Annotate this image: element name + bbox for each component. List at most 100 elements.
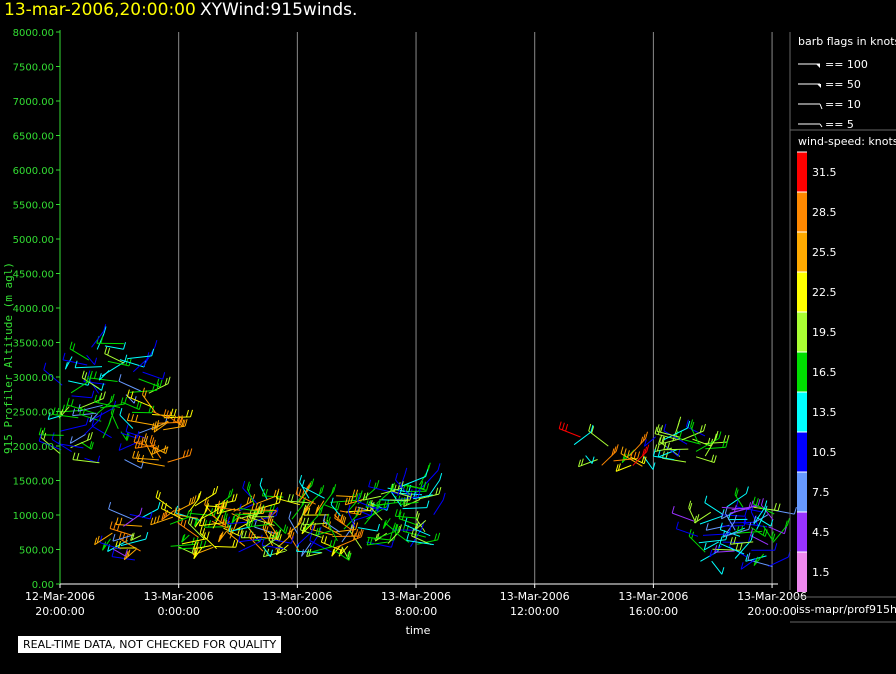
y-tick-label: 7000.00 bbox=[13, 97, 54, 108]
barb-flag bbox=[246, 518, 250, 526]
barb-flag bbox=[620, 446, 624, 454]
barb-flag bbox=[657, 437, 661, 445]
barb-shaft bbox=[79, 413, 102, 422]
barb-shaft bbox=[753, 507, 766, 525]
wind-barb bbox=[228, 524, 251, 532]
wind-barb bbox=[246, 481, 256, 506]
wind-barb bbox=[132, 450, 159, 461]
barb-flag bbox=[351, 493, 355, 501]
barb-shaft bbox=[768, 526, 785, 535]
barb-flag bbox=[64, 362, 68, 370]
barb-flag bbox=[52, 407, 56, 415]
barb-shaft bbox=[161, 508, 184, 520]
wind-barb bbox=[756, 517, 774, 527]
barb-flag bbox=[750, 533, 754, 541]
barb-shaft bbox=[72, 412, 97, 417]
barb-flag bbox=[409, 493, 413, 501]
barb-flag bbox=[173, 415, 177, 423]
barb-flag bbox=[435, 487, 439, 495]
barb-flag bbox=[170, 408, 174, 416]
barb-flag bbox=[355, 489, 359, 497]
barb-flag bbox=[103, 326, 107, 334]
wind-barb bbox=[142, 371, 166, 380]
barb-flag bbox=[114, 540, 118, 549]
barb-flag bbox=[220, 531, 224, 539]
barb-shaft bbox=[177, 522, 199, 538]
barb-flag bbox=[322, 513, 326, 522]
barb-flag bbox=[195, 541, 199, 549]
wind-barb bbox=[588, 423, 609, 447]
wind-barb bbox=[259, 477, 268, 501]
barb-flag bbox=[137, 440, 141, 448]
barb-flag bbox=[156, 378, 160, 386]
wind-barb bbox=[402, 500, 430, 510]
y-tick-label: 5500.00 bbox=[13, 201, 54, 212]
wind-barb bbox=[137, 454, 165, 467]
barb-flag bbox=[231, 494, 235, 502]
wind-barb bbox=[118, 531, 141, 552]
x-tick-date: 13-Mar-2006 bbox=[618, 590, 688, 603]
barb-flag bbox=[306, 517, 310, 525]
barb-flag bbox=[255, 502, 258, 511]
y-tick-label: 8000.00 bbox=[13, 28, 54, 39]
barb-shaft bbox=[734, 539, 752, 559]
barb-flag bbox=[108, 418, 112, 426]
barb-flag bbox=[304, 505, 308, 514]
barb-flag bbox=[365, 492, 369, 500]
barb-shaft bbox=[300, 529, 322, 538]
wind-barb bbox=[734, 533, 754, 559]
speed-label: 19.5 bbox=[812, 326, 837, 339]
barb-flag bbox=[273, 489, 277, 498]
barb-shaft bbox=[109, 528, 135, 537]
barb-flag bbox=[295, 486, 299, 495]
barb-shaft bbox=[402, 507, 427, 510]
wind-barb bbox=[142, 339, 158, 367]
barb-flag bbox=[750, 500, 754, 508]
barb-flag bbox=[685, 419, 689, 427]
barb-flag bbox=[127, 549, 131, 557]
barb-shaft bbox=[395, 479, 410, 496]
wind-barb bbox=[173, 507, 198, 519]
barb-sample-flag bbox=[819, 123, 823, 128]
barb-flag bbox=[198, 518, 202, 526]
barb-flag bbox=[626, 450, 630, 458]
barb-shaft bbox=[167, 455, 190, 463]
barb-flag bbox=[165, 410, 169, 418]
wind-barb bbox=[177, 495, 197, 512]
barb-flag bbox=[202, 532, 206, 540]
barb-flag bbox=[613, 446, 617, 454]
barb-flag bbox=[190, 518, 194, 526]
barb-flag bbox=[389, 484, 393, 492]
barb-flag bbox=[192, 547, 196, 556]
barb-shaft bbox=[91, 425, 112, 439]
wind-barb bbox=[91, 418, 112, 439]
barb-shaft bbox=[672, 512, 695, 522]
barb-flag bbox=[343, 517, 347, 525]
barb-shaft bbox=[632, 451, 648, 466]
barb-flag bbox=[355, 493, 359, 501]
barb-shaft bbox=[199, 532, 217, 549]
barb-shaft bbox=[369, 506, 383, 521]
wind-barb bbox=[227, 516, 250, 525]
barb-shaft bbox=[155, 496, 173, 510]
barb-flag bbox=[713, 455, 717, 463]
wind-barb bbox=[690, 419, 700, 444]
barb-flag bbox=[561, 422, 565, 430]
barb-flag bbox=[248, 529, 252, 537]
barb-flag bbox=[318, 526, 322, 535]
barb-shaft bbox=[275, 535, 291, 550]
barb-flag bbox=[439, 472, 443, 481]
wind-barb bbox=[663, 442, 689, 451]
wind-barb bbox=[326, 513, 338, 542]
wind-barb bbox=[334, 511, 354, 532]
barb-flag bbox=[111, 549, 115, 557]
barb-shaft bbox=[227, 521, 250, 525]
barb-shaft bbox=[169, 516, 191, 525]
barb-flag bbox=[131, 414, 134, 422]
wind-barb bbox=[652, 448, 675, 461]
wind-barb bbox=[119, 407, 134, 429]
barb-flag bbox=[711, 454, 715, 462]
barb-flag bbox=[231, 515, 235, 524]
barb-flag bbox=[755, 498, 759, 506]
barb-flag bbox=[617, 463, 621, 471]
